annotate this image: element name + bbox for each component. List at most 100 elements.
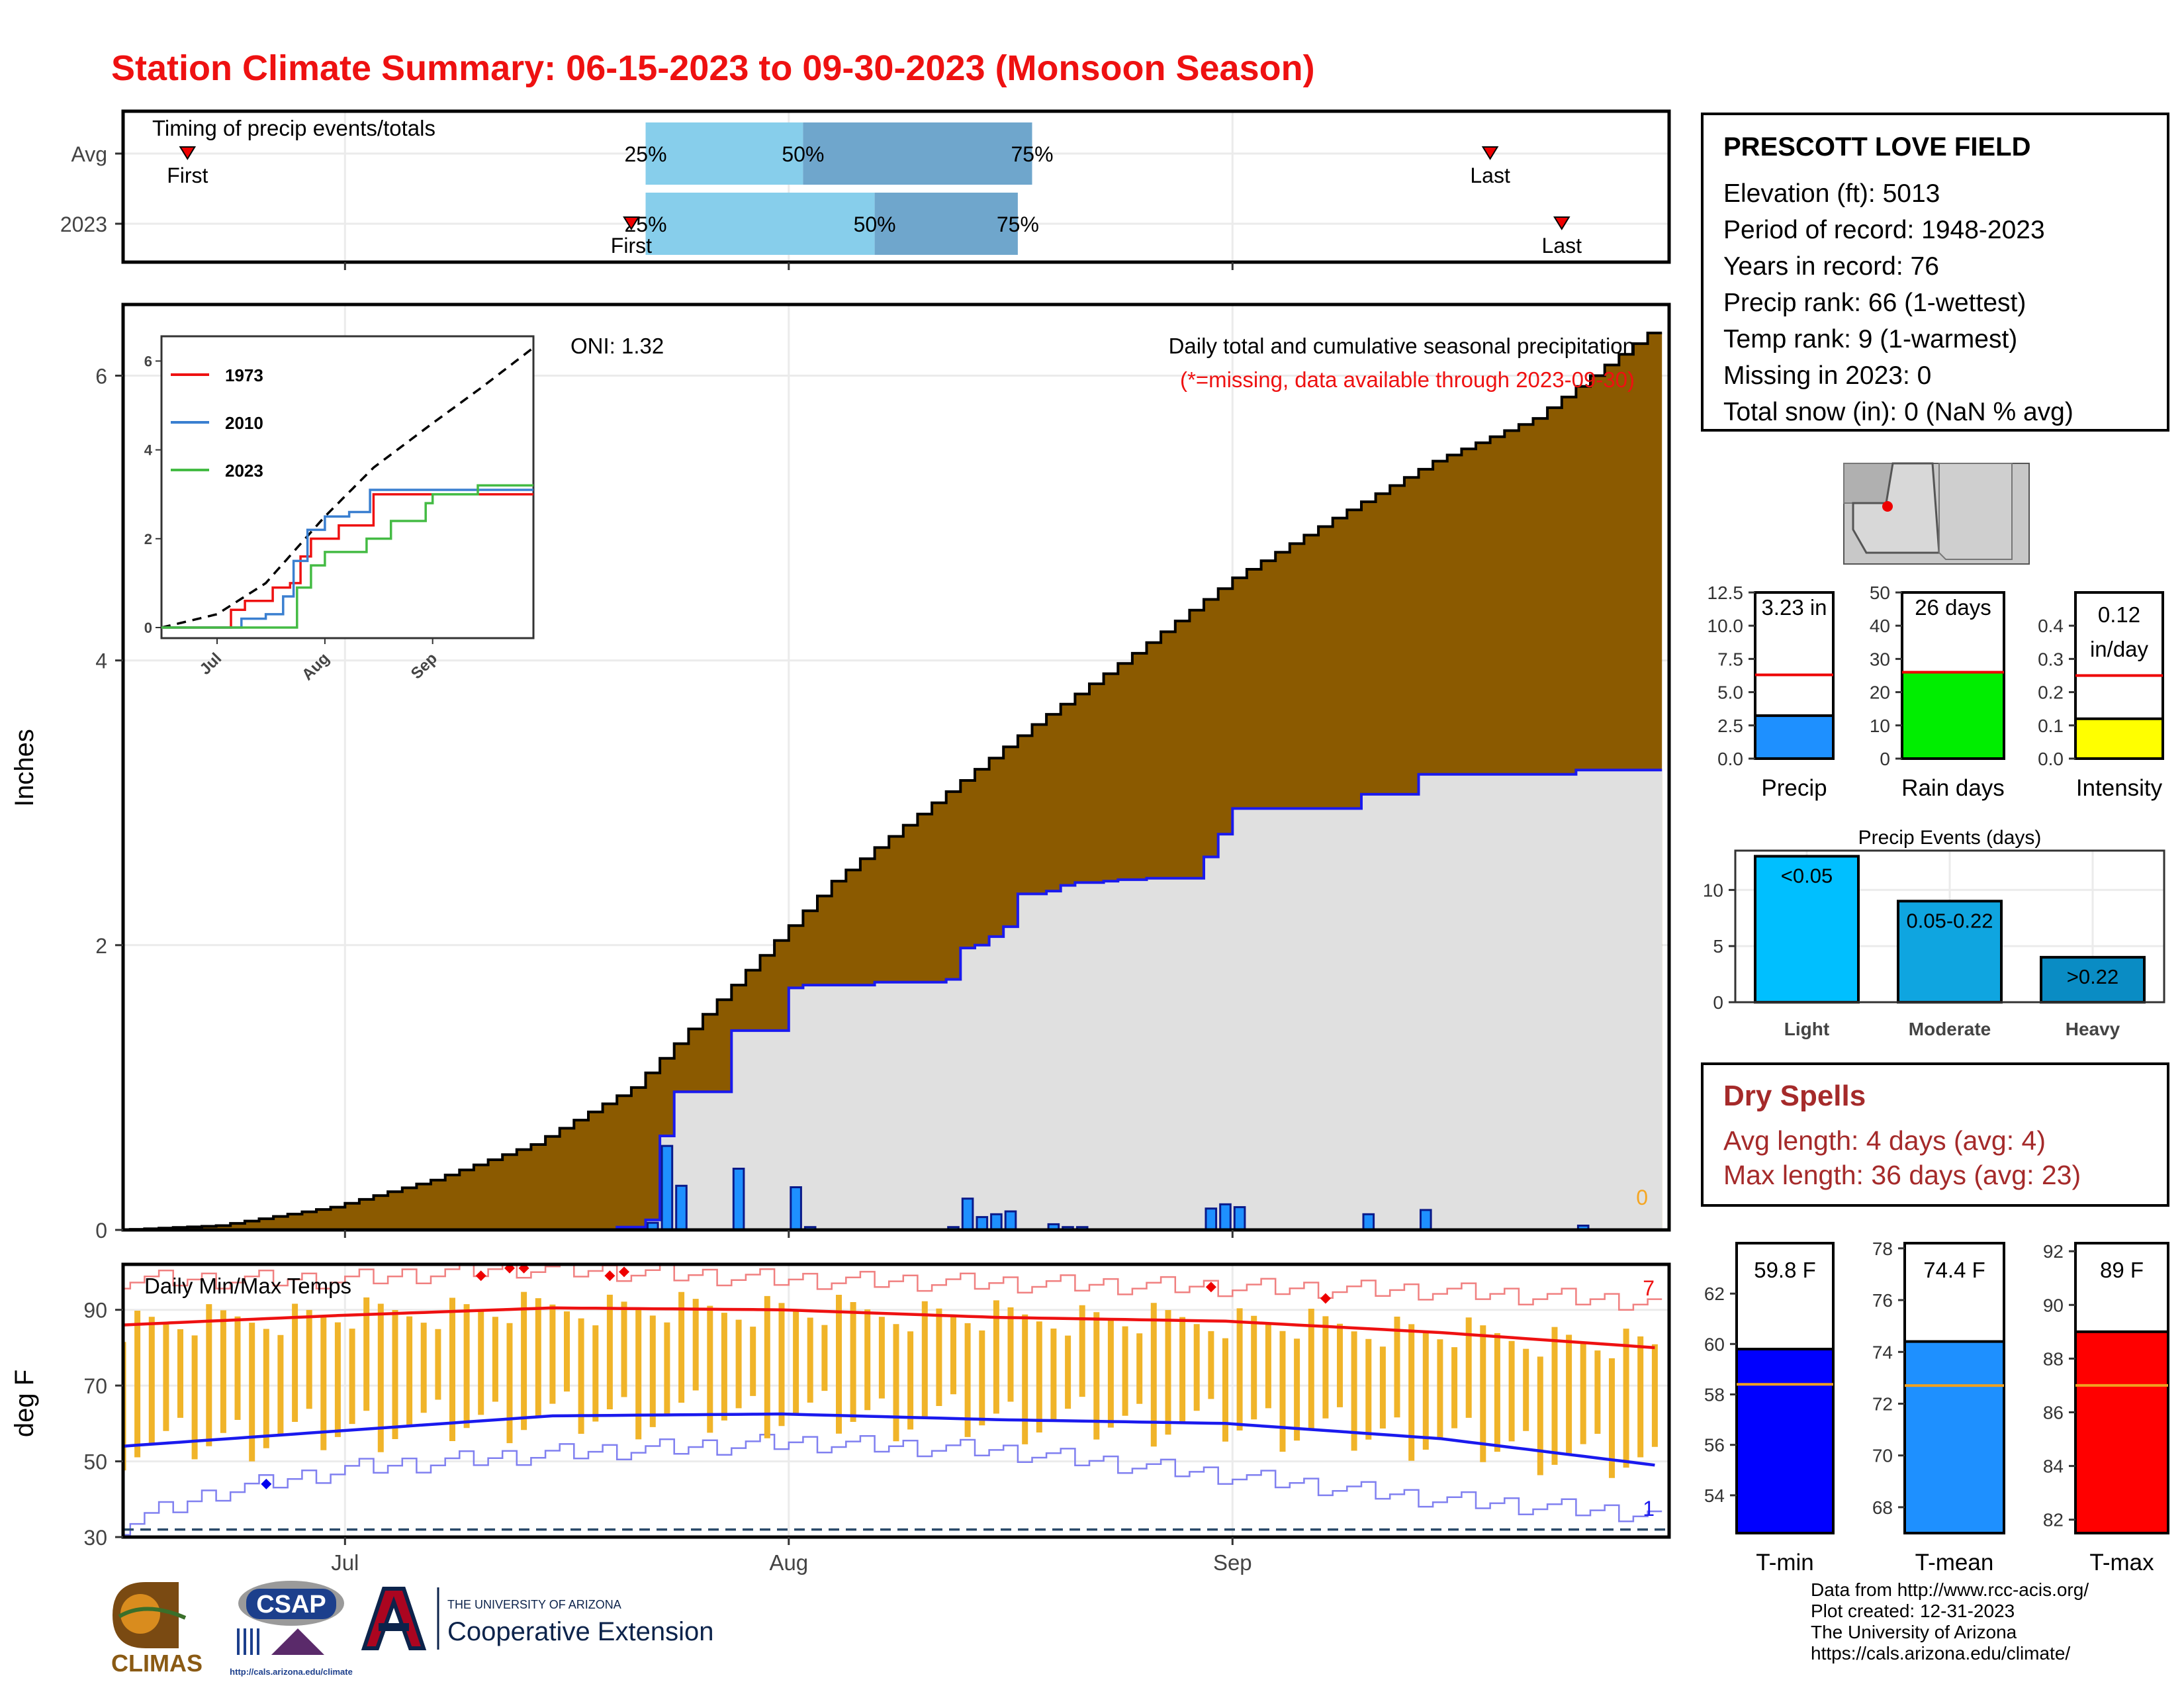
timing-bar-50-75-2023 (874, 193, 1018, 255)
timing-label-25-Avg: 25% (624, 142, 666, 166)
mini-tick-intensity-0.3: 0.3 (2038, 649, 2064, 669)
daily-precip-bar-2023-08-30 (1205, 1207, 1218, 1230)
mini-tick-tmean-74: 74 (1872, 1342, 1893, 1362)
timing-label-last-2023: Last (1542, 234, 1582, 258)
ua-university-text: THE UNIVERSITY OF ARIZONA (447, 1598, 621, 1611)
timing-frame (121, 109, 1671, 264)
daily-precip-bar-2023-08-16 (1004, 1210, 1017, 1230)
daily-precip-bar-2023-09-25 (1576, 1225, 1590, 1230)
mini-tick-intensity-0.2: 0.2 (2038, 682, 2064, 703)
cumulative-2023-area (123, 770, 1662, 1230)
event-category-Heavy: Heavy (2066, 1019, 2120, 1039)
precip-title: Daily total and cumulative seasonal prec… (1169, 334, 1635, 358)
credit-url: https://cals.arizona.edu/climate/ (1811, 1643, 2071, 1664)
mini-tick-tmax-88: 88 (2043, 1348, 2064, 1369)
mini-bar-precip_total (1754, 714, 1835, 760)
locator-map (1843, 462, 2030, 565)
mini-bar-rain_days (1901, 671, 2005, 760)
mini-category-rain_days: Rain days (1901, 775, 2005, 801)
mini-tick-intensity-0: 0.0 (2038, 749, 2064, 769)
inset-y-tick-2: 2 (144, 531, 152, 547)
mini-tick-tmin-62: 62 (1704, 1284, 1725, 1304)
credits: Data from http://www.rcc-acis.org/ Plot … (1811, 1579, 2089, 1664)
mini-tick-tmax-84: 84 (2043, 1456, 2064, 1477)
climas-logo-text: CLIMAS (111, 1650, 203, 1677)
climas-logo: CLIMAS (111, 1582, 203, 1677)
x-tick-Sep: Sep (1213, 1550, 1252, 1575)
timing-marker-first-2023 (623, 216, 640, 230)
summary-bars: 3.23 in 0.0 2.5 5.0 7.5 10.0 12.5 Precip 26 days… (1704, 583, 2169, 1575)
timing-bar-25-50-2023 (645, 193, 875, 255)
event-bar-Moderate (1897, 900, 2003, 1004)
timing-bar-25-50-Avg (645, 122, 803, 185)
station-precip-rank: Precip rank: 66 (1-wettest) (1723, 289, 2026, 317)
mini-tick-tmean-78: 78 (1872, 1239, 1893, 1259)
temps-frame (121, 1262, 1671, 1539)
station-period: Period of record: 1948-2023 (1723, 216, 2045, 244)
station-missing: Missing in 2023: 0 (1723, 361, 1932, 390)
event-bar-Heavy (2040, 956, 2146, 1004)
credit-data-source: Data from http://www.rcc-acis.org/ (1811, 1579, 2089, 1600)
record-high-marker-3 (604, 1270, 615, 1282)
temps-y-tick-50: 50 (83, 1450, 107, 1474)
timing-title: Timing of precip events/totals (152, 116, 435, 140)
temps-y-axis-label: deg F (10, 1370, 39, 1437)
daily-precip-bar-2023-09-01 (1233, 1206, 1246, 1230)
daily-precip-bar-2023-08-14 (976, 1216, 989, 1230)
mini-tick-precip_total-0: 0.0 (1717, 749, 1743, 769)
tmax-avg-line (123, 1306, 1655, 1350)
mini-tick-tmin-56: 56 (1704, 1435, 1725, 1456)
record-low-marker-0 (261, 1478, 272, 1489)
mini-tick-rain_days-10: 10 (1870, 716, 1890, 736)
station-snow: Total snow (in): 0 (NaN % avg) (1723, 398, 2073, 426)
mini-chart-tmax: 89 F 82 84 86 88 90 92 T-max (2043, 1241, 2169, 1575)
mini-tick-precip_total-5: 5.0 (1717, 682, 1743, 703)
dry-spells-max: Max length: 36 days (avg: 23) (1723, 1160, 2081, 1190)
mini-tick-precip_total-10: 10.0 (1707, 616, 1744, 636)
precip-y-axis-label: Inches (10, 729, 39, 807)
temps-y-tick-70: 70 (83, 1374, 107, 1398)
timing-label-first-2023: First (611, 234, 652, 258)
mini-tick-tmin-54: 54 (1704, 1485, 1725, 1506)
timing-label-50-2023: 50% (854, 212, 896, 236)
event-category-Light: Light (1784, 1019, 1829, 1039)
event-y-tick-10: 10 (1703, 880, 1723, 900)
station-name: PRESCOTT LOVE FIELD (1723, 132, 2031, 162)
timing-marker-first-Avg (179, 146, 197, 160)
timing-label-last-Avg: Last (1470, 164, 1510, 187)
daily-precip-bar-2023-08-19 (1047, 1223, 1060, 1230)
mini-tick-intensity-0.1: 0.1 (2038, 716, 2064, 736)
mini-tick-tmin-58: 58 (1704, 1385, 1725, 1405)
inset-frame (160, 335, 535, 639)
mini-tick-tmin-60: 60 (1704, 1334, 1725, 1354)
inset-line-2023 (161, 484, 533, 629)
timing-label-75-Avg: 75% (1011, 142, 1053, 166)
temps-y-tick-90: 90 (83, 1299, 107, 1323)
timing-label-75-2023: 75% (997, 212, 1039, 236)
mini-label-tmean: 74.4 F (1923, 1258, 1985, 1282)
precip-events-panel: <0.05 Light 0.05-0.22 Moderate >0.22 Heavy 0 5 1… (1703, 827, 2165, 1039)
x-tick-Jul: Jul (331, 1550, 359, 1575)
ua-extension-text: Cooperative Extension (447, 1617, 713, 1646)
station-location-marker (1882, 501, 1893, 512)
station-elevation: Elevation (ft): 5013 (1723, 179, 1940, 208)
record-high-marker-1 (504, 1264, 515, 1274)
daily-precip-bar-2023-08-31 (1219, 1203, 1232, 1230)
events-title: Precip Events (days) (1858, 827, 2042, 849)
precip-frame (121, 303, 1671, 1232)
precip-y-tick-0: 0 (95, 1219, 107, 1243)
event-bar-label-Light: <0.05 (1781, 865, 1833, 888)
precip-corner-count: 0 (1636, 1186, 1648, 1209)
credit-institution: The University of Arizona (1811, 1622, 2017, 1642)
mini-tick-rain_days-0: 0 (1880, 749, 1890, 769)
daily-precip-bar-2023-08-01 (790, 1186, 802, 1230)
mini-label-rain_days: 26 days (1915, 595, 1991, 620)
mini-category-intensity: Intensity (2076, 775, 2163, 801)
record-high-marker-2 (518, 1264, 529, 1274)
mini-category-tmean: T-mean (1915, 1550, 1994, 1575)
logo-strip: CLIMAS CSAP http://cals.arizona.edu/clim… (111, 1581, 713, 1677)
event-y-tick-0: 0 (1713, 992, 1723, 1013)
mini-tick-tmax-86: 86 (2043, 1403, 2064, 1423)
mini-category-tmin: T-min (1756, 1550, 1814, 1575)
